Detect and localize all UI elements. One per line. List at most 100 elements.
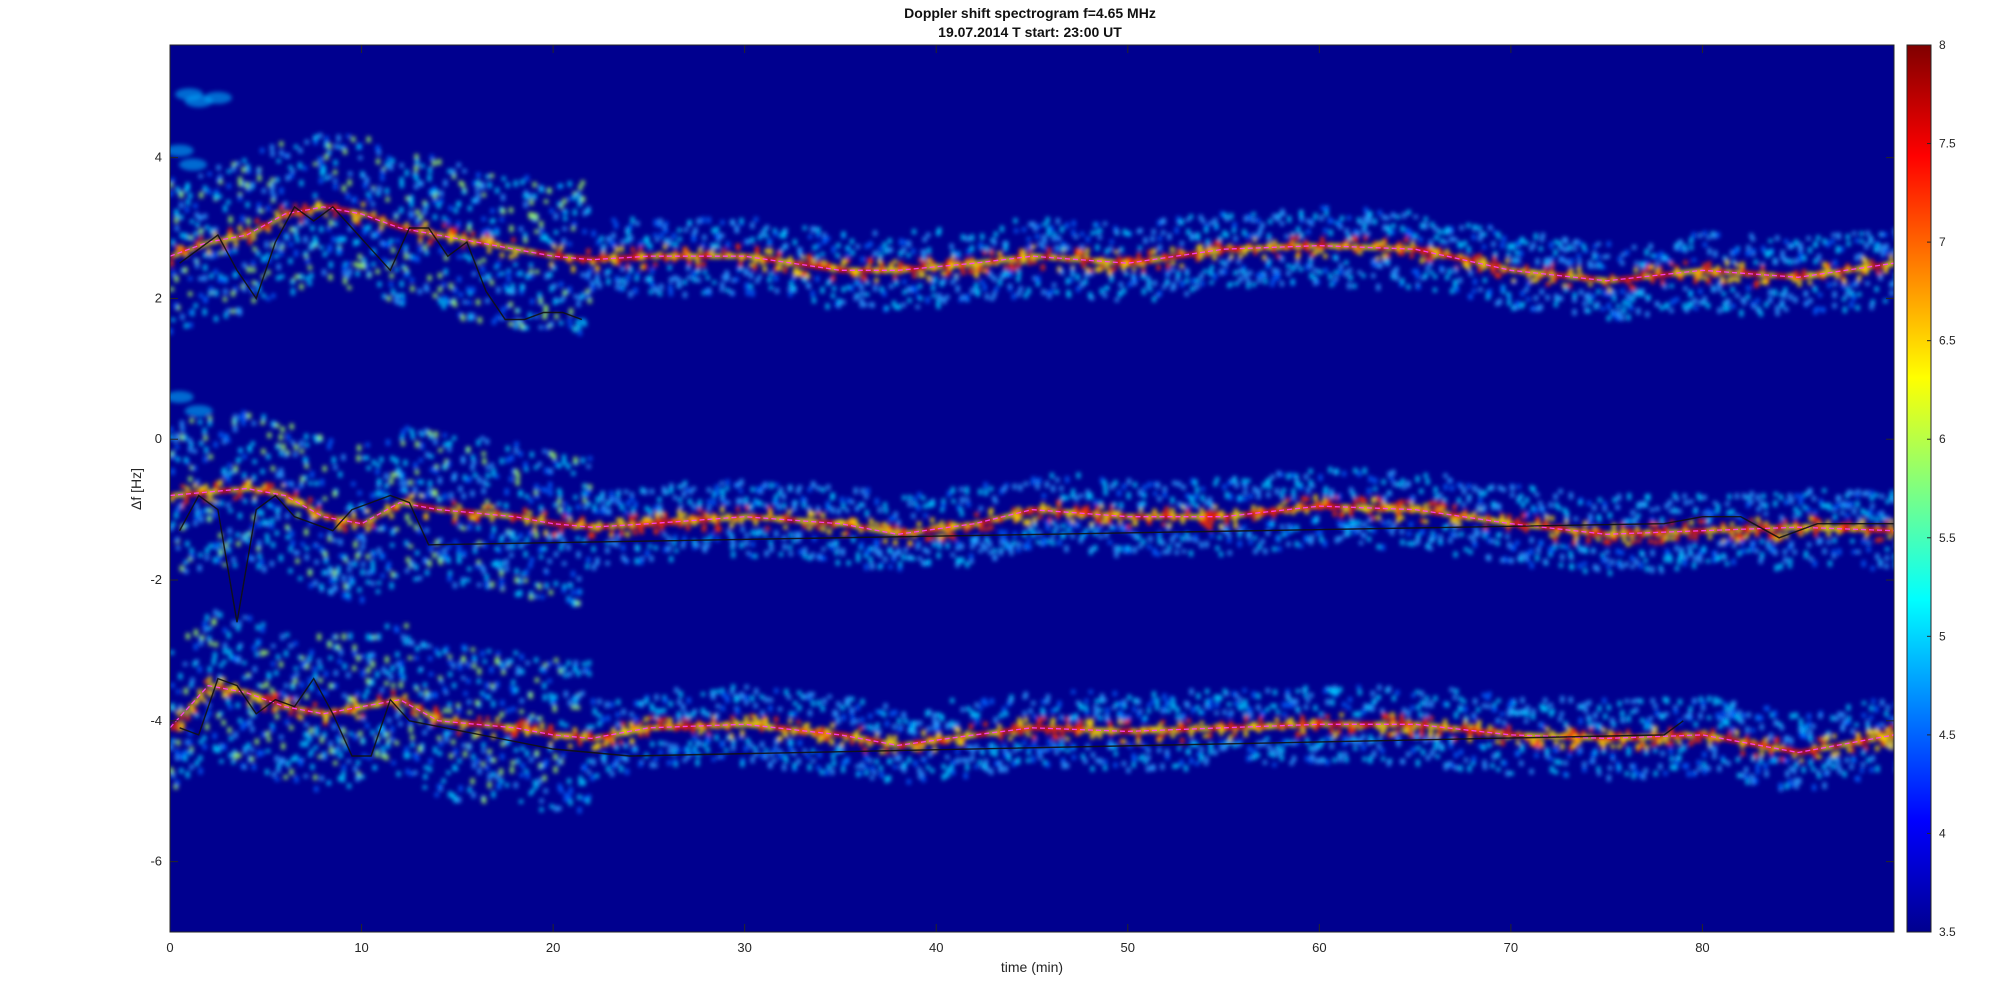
heat-cell [1021, 227, 1027, 232]
heat-cell [410, 433, 415, 440]
heat-cell [724, 270, 729, 277]
heat-cell [428, 544, 433, 552]
heat-cell [1865, 230, 1871, 236]
heat-cell [623, 489, 629, 494]
heat-cell [1266, 492, 1271, 498]
heat-cell [1234, 481, 1239, 489]
heat-cell [264, 519, 270, 525]
heat-cell [1789, 244, 1794, 249]
heat-cell [1011, 293, 1016, 300]
heat-cell [609, 529, 615, 535]
heat-cell [1313, 248, 1319, 256]
heat-cell [1567, 244, 1572, 251]
heat-cell [792, 270, 798, 277]
heat-cell [1466, 222, 1471, 229]
heat-cell [1865, 281, 1870, 286]
heat-cell [1126, 545, 1131, 551]
heat-cell [762, 482, 767, 488]
heat-cell [980, 233, 985, 240]
heat-cell [1351, 522, 1356, 530]
heat-cell [990, 237, 995, 243]
heat-cell [1780, 254, 1785, 261]
heat-cell [274, 530, 279, 536]
heat-cell [841, 532, 846, 537]
heat-cell [638, 240, 643, 247]
heat-cell [1214, 223, 1219, 229]
heat-cell [1449, 288, 1455, 294]
heat-cell [327, 569, 332, 576]
heat-cell [260, 468, 265, 475]
heat-cell [1251, 212, 1256, 217]
heat-cell [408, 198, 413, 203]
heat-cell [1802, 255, 1807, 262]
heat-cell [261, 484, 267, 491]
heat-cell [288, 258, 293, 264]
heat-cell [1875, 269, 1881, 275]
heat-cell [544, 582, 549, 589]
heat-cell [1341, 470, 1347, 477]
heat-cell [764, 233, 769, 238]
heat-ridge-cell [624, 522, 630, 528]
heat-cell [1042, 222, 1047, 227]
heat-cell [1333, 270, 1339, 275]
heat-ridge-cell [601, 524, 606, 530]
heat-cell [1855, 305, 1860, 311]
heat-cell [329, 589, 334, 596]
heat-cell [190, 552, 195, 560]
heat-cell [376, 580, 382, 585]
heat-cell [514, 447, 519, 454]
heat-cell [1662, 284, 1668, 290]
heat-cell [654, 511, 659, 518]
heat-cell [1227, 550, 1232, 556]
heat-cell [1199, 507, 1204, 515]
heat-cell [475, 516, 480, 523]
heat-cell [964, 257, 970, 264]
heat-ridge-cell [1266, 509, 1272, 515]
heat-ridge-cell [1228, 513, 1233, 519]
heat-cell [256, 208, 262, 214]
heat-cell [725, 288, 730, 293]
heat-cell [1490, 538, 1495, 544]
heat-cell [323, 141, 329, 149]
heat-cell [882, 241, 887, 248]
heat-cell [271, 542, 276, 548]
heat-cell [1171, 517, 1176, 522]
heat-cell [250, 288, 255, 294]
heat-cell [868, 241, 873, 248]
heat-cell [667, 265, 672, 271]
heat-cell [769, 271, 774, 276]
heat-cell [218, 250, 224, 256]
heat-cell [425, 569, 430, 576]
heat-cell [1032, 516, 1037, 523]
heat-cell [480, 436, 485, 441]
heat-cell [1390, 273, 1395, 280]
heat-cell [848, 518, 854, 524]
heat-cell [385, 503, 390, 511]
heat-cell [1463, 547, 1469, 552]
heat-cell [926, 536, 931, 541]
heat-cell [1002, 485, 1007, 492]
heat-cell [687, 275, 692, 280]
heat-cell [1576, 266, 1582, 273]
heat-cell [1367, 518, 1372, 523]
heat-cell [1440, 500, 1445, 507]
heat-cell [744, 496, 749, 504]
heat-cell [403, 479, 408, 487]
heat-cell [1750, 237, 1756, 242]
heat-cell [433, 439, 438, 445]
heat-cell [1242, 481, 1247, 487]
heat-ridge-cell [830, 520, 836, 526]
heat-cell [303, 458, 308, 465]
heat-cell [394, 298, 399, 304]
heat-cell [403, 244, 408, 250]
heat-cell [803, 270, 808, 276]
heat-cell [595, 273, 600, 281]
heat-cell [237, 307, 242, 315]
heat-cell [1065, 277, 1070, 285]
heat-cell [992, 238, 997, 246]
heat-cell [898, 238, 904, 246]
heat-cell [1188, 550, 1194, 557]
heat-cell [1032, 276, 1037, 281]
heat-cell [348, 171, 353, 177]
heat-cell [893, 511, 898, 518]
